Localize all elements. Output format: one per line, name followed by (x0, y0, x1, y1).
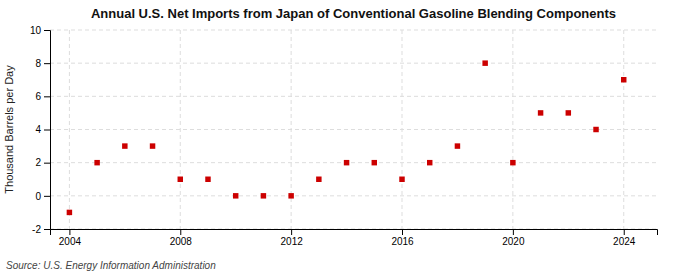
point (288, 193, 293, 198)
point (122, 143, 127, 148)
tick-mark (513, 229, 514, 235)
tick-label: 2020 (502, 236, 525, 247)
tick: 0 (35, 191, 50, 202)
point (178, 177, 183, 182)
point (482, 60, 487, 65)
grid-line (50, 63, 657, 64)
point (150, 143, 155, 148)
tick-mark (44, 30, 50, 31)
tick-mark (291, 229, 292, 235)
tick-mark (44, 130, 50, 131)
tick: 4 (35, 124, 50, 135)
tick: 6 (35, 91, 50, 102)
tick-mark (44, 229, 50, 230)
tick: 2008 (170, 229, 193, 247)
tick-label: 2012 (281, 236, 304, 247)
point (261, 193, 266, 198)
point (427, 160, 432, 165)
chart: 2004 2008 2012 2016 2020 2024 -2 0 2 4 6 8 10 Annual … (0, 0, 675, 275)
tick-label: 2008 (170, 236, 193, 247)
tick: 2 (35, 157, 50, 168)
tick-mark (44, 63, 50, 64)
y-label: Thousand Barrels per Day (3, 65, 15, 194)
plot: 2004 2008 2012 2016 2020 2024 -2 0 2 4 6 8 10 (30, 25, 658, 247)
point (593, 127, 598, 132)
axis-line (51, 230, 658, 236)
point (510, 160, 515, 165)
point (538, 110, 543, 115)
point (566, 110, 571, 115)
tick-mark (44, 96, 50, 97)
point (316, 177, 321, 182)
point (455, 143, 460, 148)
axis-line (44, 31, 51, 230)
point (621, 77, 626, 82)
tick-label: 0 (35, 191, 41, 202)
y-axis: -2 0 2 4 6 8 10 (30, 25, 51, 235)
tick: 2024 (613, 229, 636, 247)
grid-line (50, 30, 657, 31)
grid-line (623, 30, 624, 229)
tick-label: 4 (35, 124, 41, 135)
tick: 2020 (502, 229, 525, 247)
tick-label: 2024 (613, 236, 636, 247)
tick-mark (402, 229, 403, 235)
tick-label: 10 (30, 25, 42, 36)
point (372, 160, 377, 165)
point (205, 177, 210, 182)
tick-label: 2016 (391, 236, 414, 247)
grid-line (180, 30, 181, 229)
tick: 2012 (281, 229, 304, 247)
tick-mark (44, 196, 50, 197)
tick: 10 (30, 25, 50, 36)
grid-line (291, 30, 292, 229)
point (67, 210, 72, 215)
point (233, 193, 238, 198)
tick-label: 8 (35, 58, 41, 69)
grid-line (50, 195, 657, 196)
tick-mark (180, 229, 181, 235)
points (67, 60, 627, 215)
tick-label: 2 (35, 157, 41, 168)
grid (50, 30, 657, 229)
tick-label: 2004 (59, 236, 82, 247)
grid-line (50, 129, 657, 130)
tick-label: -2 (32, 224, 41, 235)
source: Source: U.S. Energy Information Administ… (6, 260, 216, 271)
tick: 2004 (59, 229, 82, 247)
point (344, 160, 349, 165)
x-axis: 2004 2008 2012 2016 2020 2024 (51, 229, 658, 247)
tick: 2016 (391, 229, 414, 247)
tick: 8 (35, 58, 50, 69)
tick-mark (69, 229, 70, 235)
point (94, 160, 99, 165)
grid-line (402, 30, 403, 229)
grid-line (50, 96, 657, 97)
tick: -2 (32, 224, 50, 235)
tick-mark (624, 229, 625, 235)
point (399, 177, 404, 182)
tick-label: 6 (35, 91, 41, 102)
grid-line (512, 30, 513, 229)
tick-mark (44, 163, 50, 164)
title: Annual U.S. Net Imports from Japan of Co… (91, 6, 616, 21)
grid-line (50, 162, 657, 163)
grid-line (69, 30, 70, 229)
